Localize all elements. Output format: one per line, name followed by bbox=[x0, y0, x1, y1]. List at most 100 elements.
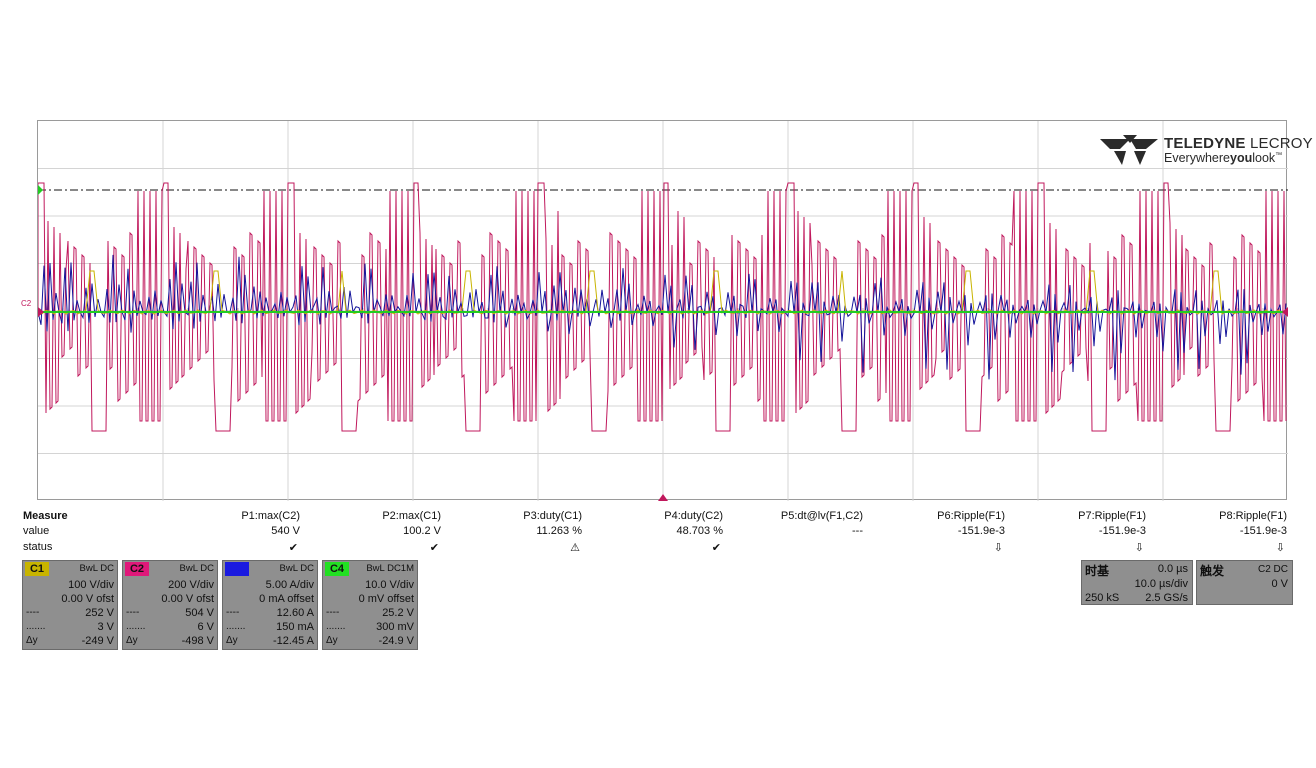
channel-vdiv: 200 V/div bbox=[168, 579, 214, 591]
cursor1-value: 25.2 V bbox=[382, 607, 414, 619]
timebase-delay: 0.0 µs bbox=[1157, 563, 1188, 575]
measure-value-p1: 540 V bbox=[271, 525, 300, 537]
channel-tag[interactable]: C1 bbox=[25, 562, 49, 576]
waveform-display[interactable] bbox=[37, 120, 1288, 501]
measure-value-p6: -151.9e-3 bbox=[957, 525, 1005, 537]
measure-value-p3: 11.263 % bbox=[536, 525, 582, 537]
measure-name-p1[interactable]: P1:max(C2) bbox=[241, 510, 300, 522]
cursor1-key: ---- bbox=[26, 607, 40, 618]
channel-header: C4 BwL DC1M bbox=[323, 561, 417, 577]
measure-value-p2: 100.2 V bbox=[403, 525, 441, 537]
channel-tag[interactable]: C2 bbox=[125, 562, 149, 576]
channel-box-c3[interactable]: C3 BwL DC 5.00 A/div 0 mA offset ---- 12.60 A… bbox=[222, 560, 318, 650]
measure-status-p7: ⇩ bbox=[1134, 542, 1144, 554]
timebase-box[interactable]: 时基 0.0 µs 10.0 µs/div 250 kS 2.5 GS/s bbox=[1081, 560, 1193, 605]
cursor2-value: 3 V bbox=[97, 621, 114, 633]
lecroy-logo-icon bbox=[1100, 135, 1158, 165]
channel-coupling: BwL DC1M bbox=[366, 563, 414, 574]
measure-name-p7[interactable]: P7:Ripple(F1) bbox=[1078, 510, 1146, 522]
measure-status-p1: ✔ bbox=[288, 542, 298, 554]
channel-offset: 0 mV offset bbox=[358, 593, 414, 605]
measure-header-row: Measure P1:max(C2) P2:max(C1) P3:duty(C1) P… bbox=[23, 510, 1293, 526]
timebase-label: 时基 bbox=[1085, 564, 1110, 578]
trigger-level-marker[interactable] bbox=[1282, 307, 1288, 317]
measure-name-p3[interactable]: P3:duty(C1) bbox=[523, 510, 582, 522]
measure-name-p2[interactable]: P2:max(C1) bbox=[382, 510, 441, 522]
channel-offset: 0.00 V ofst bbox=[61, 593, 114, 605]
brand-name: TELEDYNE LECROY bbox=[1164, 135, 1313, 152]
timebase-rate: 2.5 GS/s bbox=[1145, 592, 1188, 604]
value-row-label: value bbox=[23, 525, 50, 537]
measure-status-row: status ✔ ✔ ⚠ ✔ ⇩ ⇩ ⇩ bbox=[23, 541, 1293, 557]
c4-marker[interactable] bbox=[38, 185, 43, 195]
status-row-label: status bbox=[23, 541, 53, 553]
cursor2-key: ....... bbox=[326, 621, 346, 632]
cursor1-value: 12.60 A bbox=[276, 607, 314, 619]
cursor1-value: 504 V bbox=[185, 607, 214, 619]
brand-tagline: Everywhereyoulook™ bbox=[1164, 151, 1283, 165]
measure-status-p2: ✔ bbox=[429, 542, 439, 554]
markers bbox=[38, 185, 1288, 501]
measure-value-p8: -151.9e-3 bbox=[1239, 525, 1287, 537]
channel-offset: 0 mA offset bbox=[259, 593, 314, 605]
delta-key: Δy bbox=[26, 635, 38, 646]
measure-name-p5[interactable]: P5:dt@lv(F1,C2) bbox=[780, 510, 863, 522]
timebase-tdiv: 10.0 µs/div bbox=[1134, 578, 1188, 590]
c2-offset-marker[interactable] bbox=[38, 307, 44, 317]
channel-coupling: BwL DC bbox=[179, 563, 215, 574]
channel-vdiv: 5.00 A/div bbox=[265, 579, 314, 591]
delta-value: -498 V bbox=[181, 635, 214, 647]
delta-key: Δy bbox=[126, 635, 138, 646]
channel-tag[interactable]: C4 bbox=[325, 562, 349, 576]
channel-header: C3 BwL DC bbox=[223, 561, 317, 577]
trigger-position-marker[interactable] bbox=[658, 494, 668, 501]
measure-status-p6: ⇩ bbox=[993, 542, 1003, 554]
channel-coupling: BwL DC bbox=[79, 563, 115, 574]
delta-value: -12.45 A bbox=[273, 635, 314, 647]
measure-status-p4: ✔ bbox=[711, 542, 721, 554]
measure-table[interactable]: Measure P1:max(C2) P2:max(C1) P3:duty(C1) P… bbox=[23, 510, 1293, 558]
channel-header: C2 BwL DC bbox=[123, 561, 217, 577]
cursor2-key: ....... bbox=[226, 621, 246, 632]
cursor1-value: 252 V bbox=[85, 607, 114, 619]
measure-name-p4[interactable]: P4:duty(C2) bbox=[664, 510, 723, 522]
channel-box-c2[interactable]: C2 BwL DC 200 V/div 0.00 V ofst ---- 504 V...… bbox=[122, 560, 218, 650]
trigger-label: 触发 bbox=[1200, 564, 1225, 578]
measure-title: Measure bbox=[23, 510, 68, 522]
delta-value: -24.9 V bbox=[378, 635, 414, 647]
cursor1-key: ---- bbox=[126, 607, 140, 618]
trigger-level: 0 V bbox=[1271, 578, 1288, 590]
trigger-source: C2 DC bbox=[1257, 564, 1288, 575]
channel-box-c1[interactable]: C1 BwL DC 100 V/div 0.00 V ofst ---- 252 V...… bbox=[22, 560, 118, 650]
channel-coupling: BwL DC bbox=[279, 563, 315, 574]
channel-vdiv: 100 V/div bbox=[68, 579, 114, 591]
cursor2-key: ....... bbox=[126, 621, 146, 632]
cursor2-key: ....... bbox=[26, 621, 46, 632]
trigger-box[interactable]: 触发 C2 DC 0 V bbox=[1196, 560, 1293, 605]
cursor2-value: 300 mV bbox=[376, 621, 414, 633]
measure-status-p8: ⇩ bbox=[1275, 542, 1285, 554]
channel-tag[interactable]: C3 bbox=[225, 562, 249, 576]
channel-offset: 0.00 V ofst bbox=[161, 593, 214, 605]
measure-name-p6[interactable]: P6:Ripple(F1) bbox=[937, 510, 1005, 522]
delta-value: -249 V bbox=[81, 635, 114, 647]
traces bbox=[38, 182, 1288, 432]
cursor2-value: 6 V bbox=[197, 621, 214, 633]
channel-header: C1 BwL DC bbox=[23, 561, 117, 577]
measure-value-row: value 540 V 100.2 V 11.263 % 48.703 % --- -15… bbox=[23, 525, 1293, 541]
cursor1-key: ---- bbox=[326, 607, 340, 618]
cursor2-value: 150 mA bbox=[276, 621, 314, 633]
delta-key: Δy bbox=[326, 635, 338, 646]
measure-value-p4: 48.703 % bbox=[676, 525, 723, 537]
waveform-grid bbox=[38, 121, 1288, 501]
delta-key: Δy bbox=[226, 635, 238, 646]
channel-box-c4[interactable]: C4 BwL DC1M 10.0 V/div 0 mV offset ---- 25.2 … bbox=[322, 560, 418, 650]
channel-vdiv: 10.0 V/div bbox=[365, 579, 414, 591]
measure-value-p7: -151.9e-3 bbox=[1098, 525, 1146, 537]
measure-name-p8[interactable]: P8:Ripple(F1) bbox=[1219, 510, 1287, 522]
measure-status-p3: ⚠ bbox=[570, 542, 580, 554]
cursor1-key: ---- bbox=[226, 607, 240, 618]
timebase-samples: 250 kS bbox=[1085, 592, 1120, 604]
c2-offset-label: C2 bbox=[21, 299, 32, 308]
teledyne-lecroy-logo: TELEDYNE LECROY Everywhereyoulook™ bbox=[1100, 132, 1313, 168]
